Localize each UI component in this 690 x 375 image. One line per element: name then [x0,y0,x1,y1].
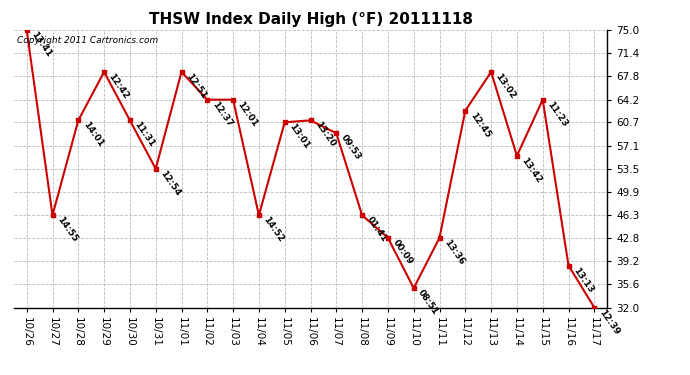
Text: 13:20: 13:20 [313,120,337,149]
Text: 13:13: 13:13 [571,266,595,294]
Point [382,235,393,241]
Text: 14:01: 14:01 [81,120,105,149]
Point [331,130,342,136]
Text: 13:36: 13:36 [442,238,466,266]
Text: 12:54: 12:54 [159,169,182,198]
Point [47,212,58,218]
Point [589,304,600,310]
Text: 12:39: 12:39 [597,308,621,336]
Text: 12:01: 12:01 [236,100,259,128]
Point [124,117,135,123]
Point [176,69,187,75]
Point [253,212,264,218]
Text: Copyright 2011 Cartronics.com: Copyright 2011 Cartronics.com [17,36,158,45]
Text: 11:23: 11:23 [546,100,569,128]
Text: 12:45: 12:45 [468,111,492,140]
Point [434,235,445,241]
Text: 09:53: 09:53 [339,133,363,162]
Point [150,166,161,172]
Text: 14:52: 14:52 [262,215,286,244]
Text: 14:55: 14:55 [55,215,79,244]
Point [460,108,471,114]
Text: 11:31: 11:31 [132,120,157,149]
Point [228,97,239,103]
Point [72,117,83,123]
Title: THSW Index Daily High (°F) 20111118: THSW Index Daily High (°F) 20111118 [148,12,473,27]
Text: 13:41: 13:41 [30,30,53,59]
Text: 13:02: 13:02 [494,72,518,100]
Point [563,262,574,268]
Text: 00:09: 00:09 [391,238,414,266]
Point [486,69,497,75]
Point [511,153,522,159]
Point [99,69,110,75]
Text: 12:51: 12:51 [184,72,208,100]
Point [305,117,316,123]
Point [538,97,549,103]
Point [357,212,368,218]
Text: 13:42: 13:42 [520,156,544,184]
Point [408,285,420,291]
Point [201,97,213,103]
Point [279,119,290,125]
Point [21,27,32,33]
Text: 12:37: 12:37 [210,100,234,128]
Text: 12:42: 12:42 [107,72,130,100]
Text: 01:41: 01:41 [365,215,388,244]
Text: 08:51: 08:51 [417,288,440,316]
Text: 13:01: 13:01 [288,122,311,151]
